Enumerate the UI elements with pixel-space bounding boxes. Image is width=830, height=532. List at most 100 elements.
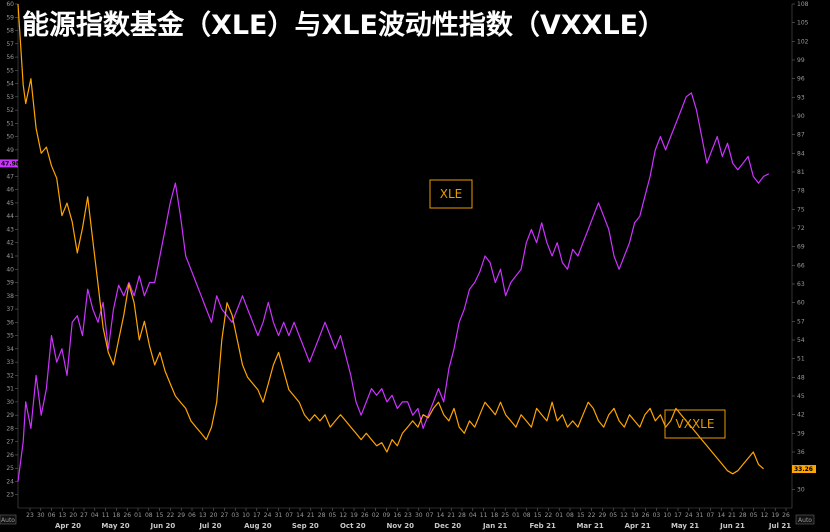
left-tick-label: 25 [6, 465, 14, 472]
x-tick-label: 12 [339, 512, 347, 519]
x-tick-label: 28 [458, 512, 466, 519]
left-axis: 23 24 25 26 27 28 29 30 31 32 33 34 35 36 37 38 39 40 41 42… [6, 1, 18, 499]
x-tick-label: 17 [253, 512, 261, 519]
right-tick-label: 72 [797, 225, 805, 232]
left-tick-label: 36 [6, 319, 14, 326]
series-layer [17, 3, 770, 482]
series-line-xle [17, 92, 770, 482]
legend-box-vxxle[interactable]: VXXLE [664, 409, 726, 439]
x-tick-label: 30 [37, 512, 45, 519]
x-tick-label: 27 [221, 512, 229, 519]
x-tick-label: 14 [296, 512, 304, 519]
x-month-label: May 20 [101, 522, 129, 530]
x-tick-label: 17 [674, 512, 682, 519]
right-tick-label: 39 [797, 430, 805, 437]
x-tick-label: 24 [264, 512, 272, 519]
series-line-vxxle [17, 3, 764, 475]
x-month-label: Oct 20 [340, 522, 366, 530]
x-tick-label: 10 [242, 512, 250, 519]
x-tick-label: 28 [318, 512, 326, 519]
right-tick-label: 90 [797, 113, 805, 120]
x-tick-label: 21 [728, 512, 736, 519]
right-tick-label: 102 [797, 38, 809, 45]
x-tick-label: 14 [717, 512, 725, 519]
left-tick-label: 37 [6, 306, 14, 313]
left-tick-label: 24 [6, 478, 14, 485]
legend-label-vxxle: VXXLE [676, 417, 715, 431]
left-tick-label: 23 [6, 492, 14, 499]
x-tick-label: 20 [210, 512, 218, 519]
right-tick-label: 105 [797, 20, 809, 27]
left-tick-label: 57 [6, 41, 14, 48]
x-tick-label: 15 [534, 512, 542, 519]
x-tick-label: 16 [393, 512, 401, 519]
x-tick-label: 12 [620, 512, 628, 519]
x-tick-label: 06 [188, 512, 196, 519]
x-month-label: Apr 20 [55, 522, 81, 530]
right-tick-label: 99 [797, 57, 805, 64]
right-tick-label: 81 [797, 169, 805, 176]
x-tick-label: 10 [663, 512, 671, 519]
x-tick-label: 30 [415, 512, 423, 519]
right-tick-label: 78 [797, 188, 805, 195]
current-value-text-left: 47.9800 [1, 160, 28, 167]
left-tick-label: 41 [6, 253, 14, 260]
left-tick-label: 38 [6, 293, 14, 300]
left-tick-label: 46 [6, 187, 14, 194]
right-tick-label: 84 [797, 150, 805, 157]
right-tick-label: 69 [797, 244, 805, 251]
x-tick-label: 18 [491, 512, 499, 519]
left-tick-label: 35 [6, 333, 14, 340]
x-tick-label: 26 [642, 512, 650, 519]
x-tick-label: 01 [134, 512, 142, 519]
left-tick-label: 55 [6, 67, 14, 74]
right-tick-label: 45 [797, 393, 805, 400]
x-tick-label: 05 [750, 512, 758, 519]
legend-box-xle[interactable]: XLE [429, 179, 473, 209]
x-axis: 23 30 06 13 20 27 04 11 18 26 01 08 15 22 29 06 13 20 27 03… [26, 508, 791, 530]
left-tick-label: 44 [6, 213, 14, 220]
auto-button-left[interactable]: Auto [0, 514, 17, 525]
left-tick-label: 45 [6, 200, 14, 207]
x-tick-label: 09 [383, 512, 391, 519]
x-tick-label: 27 [80, 512, 88, 519]
left-tick-label: 32 [6, 372, 14, 379]
auto-label-left: Auto [1, 517, 15, 524]
x-tick-label: 11 [102, 512, 110, 519]
right-tick-label: 42 [797, 412, 805, 419]
right-axis: 3033363942454851545760636669727578818487… [792, 1, 809, 493]
x-tick-label: 19 [631, 512, 639, 519]
auto-button-right[interactable]: Auto [795, 514, 815, 525]
x-tick-label: 14 [437, 512, 445, 519]
x-month-label: Jun 21 [719, 522, 745, 530]
right-tick-label: 63 [797, 281, 805, 288]
left-tick-label: 60 [6, 1, 14, 8]
x-tick-label: 23 [404, 512, 412, 519]
x-tick-label: 23 [26, 512, 34, 519]
x-tick-label: 26 [782, 512, 790, 519]
x-tick-label: 04 [91, 512, 99, 519]
right-tick-label: 108 [797, 1, 809, 8]
current-value-badge-left [0, 159, 18, 168]
right-tick-label: 66 [797, 262, 805, 269]
x-tick-label: 28 [739, 512, 747, 519]
right-tick-label: 75 [797, 206, 805, 213]
left-tick-label: 47 [6, 173, 14, 180]
x-tick-label: 31 [696, 512, 704, 519]
right-tick-label: 36 [797, 449, 805, 456]
legend-label-xle: XLE [440, 187, 463, 201]
left-tick-label: 54 [6, 81, 14, 88]
current-value-text-right: 33.26 [794, 466, 813, 473]
right-tick-label: 51 [797, 356, 805, 363]
x-month-label: Sep 20 [292, 522, 319, 530]
left-tick-label: 53 [6, 94, 14, 101]
x-tick-label: 15 [577, 512, 585, 519]
grid-layer [17, 4, 793, 509]
x-month-label: Apr 21 [625, 522, 651, 530]
x-tick-label: 22 [167, 512, 175, 519]
right-tick-label: 30 [797, 486, 805, 493]
x-tick-label: 21 [307, 512, 315, 519]
x-tick-label: 25 [501, 512, 509, 519]
